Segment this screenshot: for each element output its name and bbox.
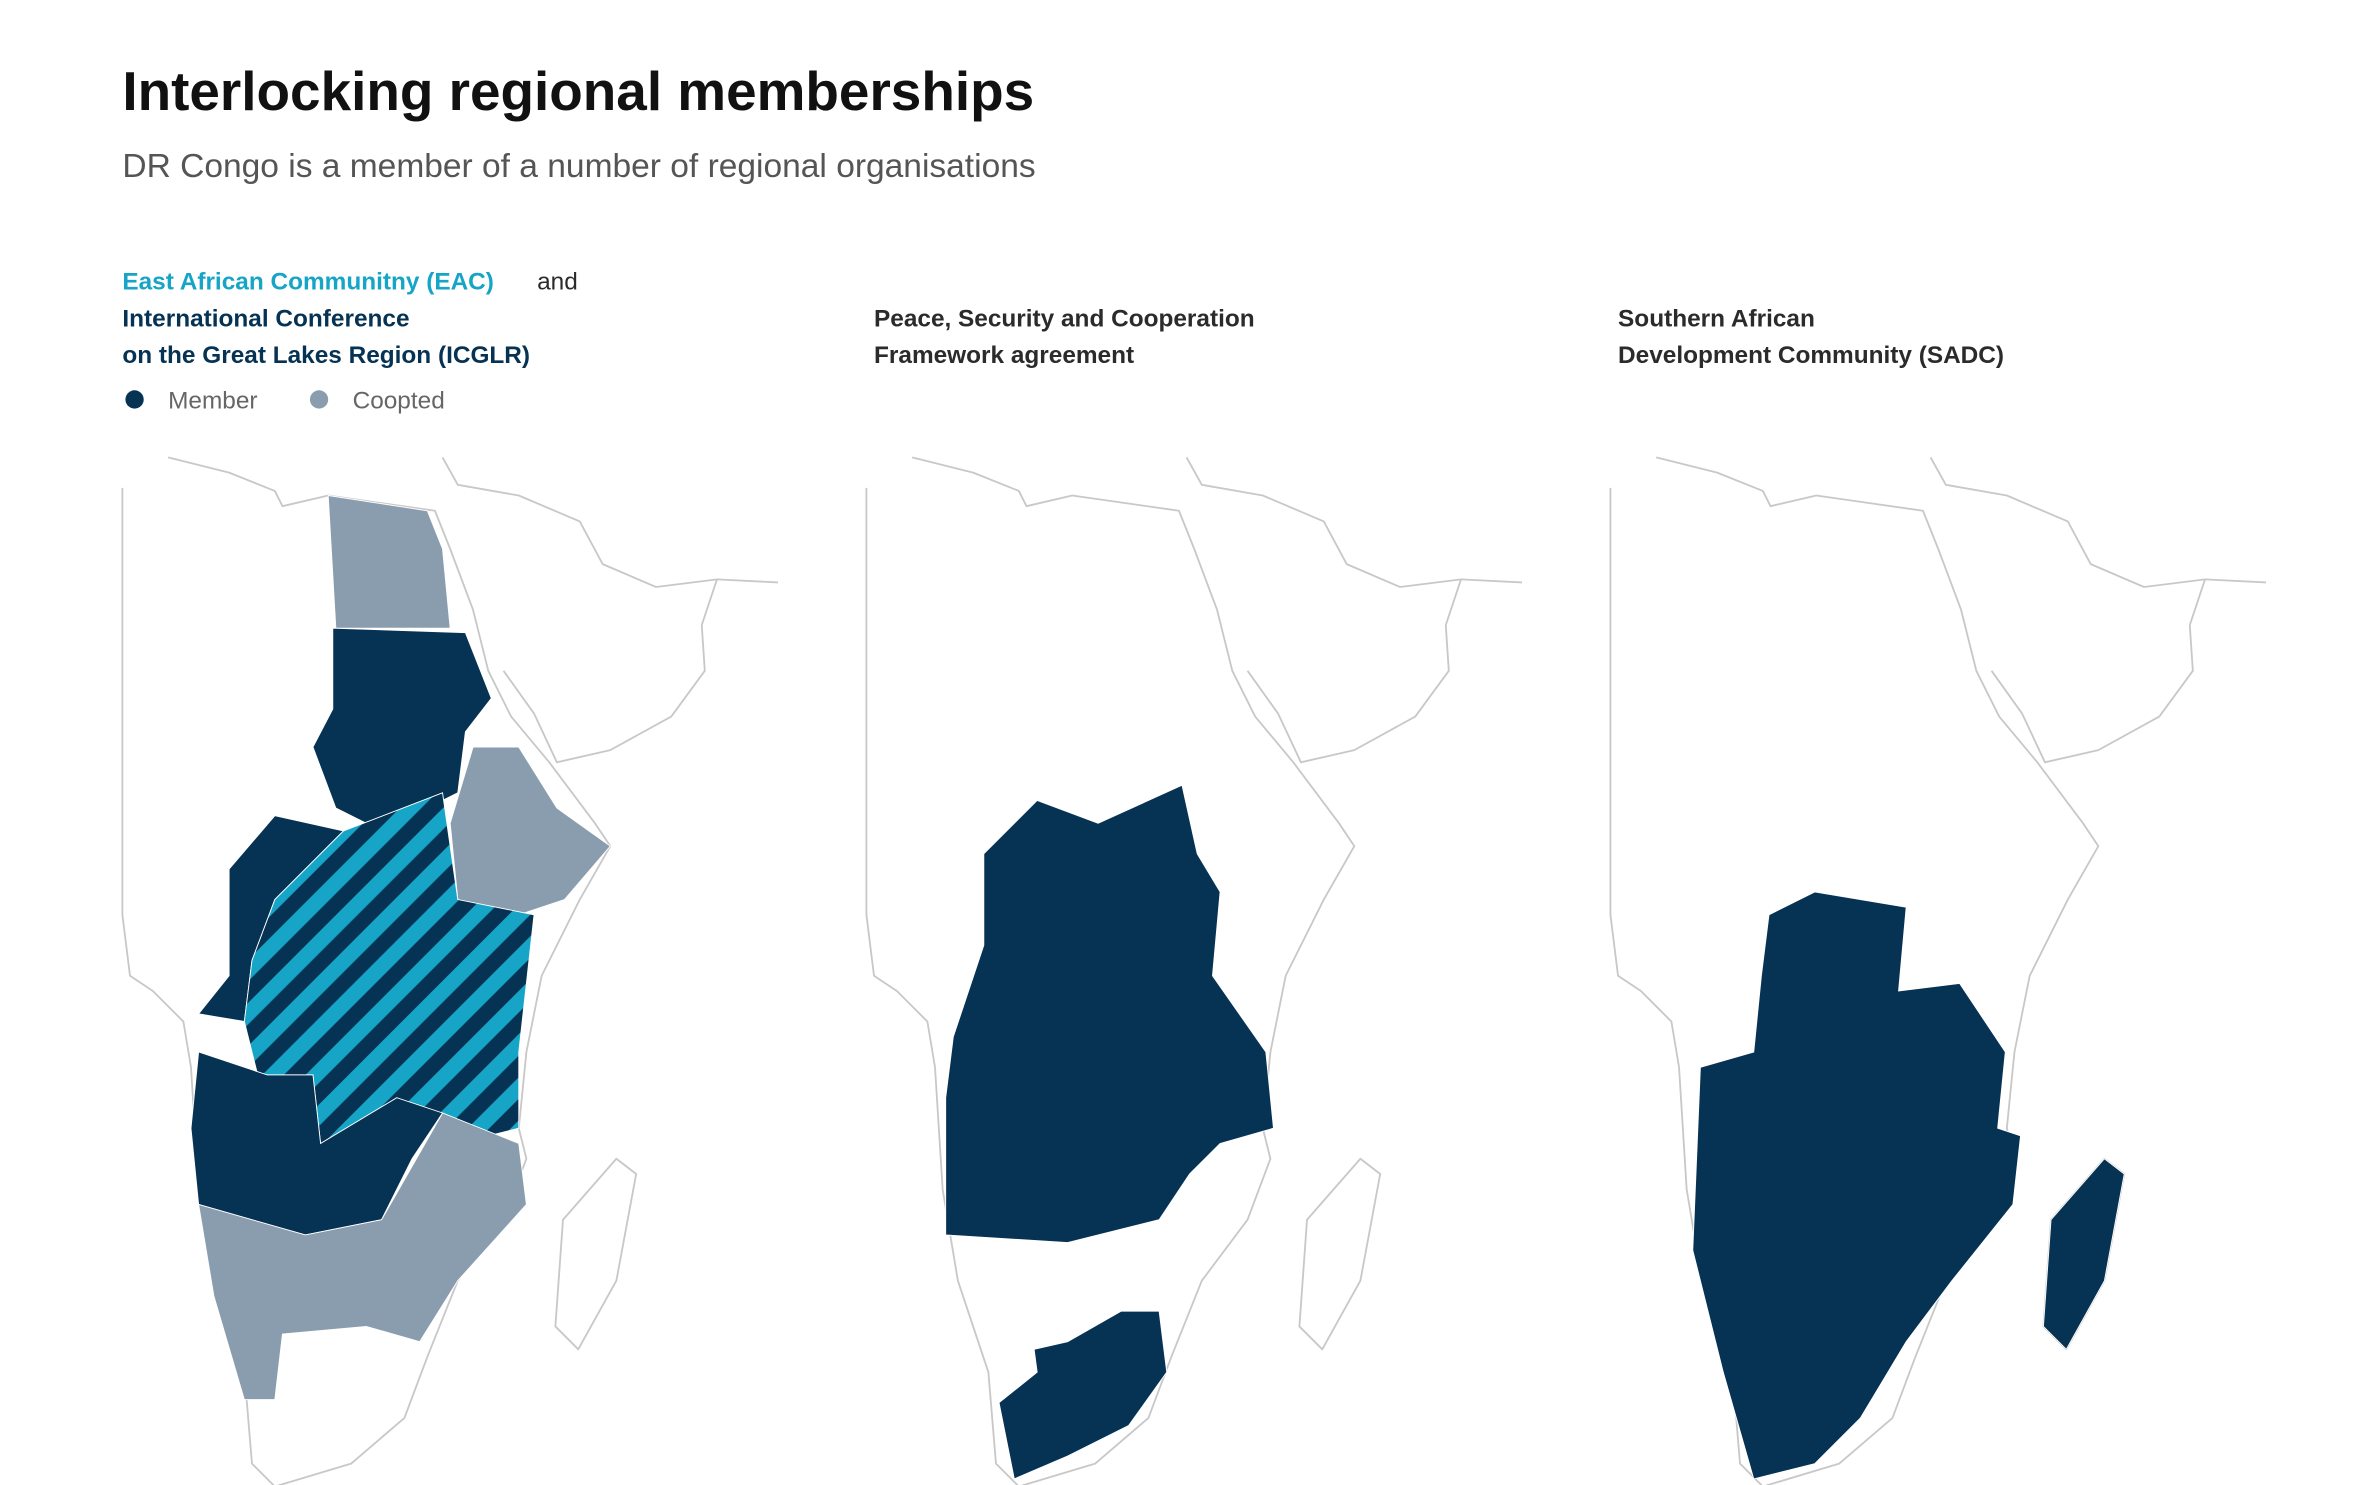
panel-title: on the Great Lakes Region (ICGLR): [122, 342, 530, 369]
panel-title: International Conference: [122, 305, 409, 332]
subtitle: DR Congo is a member of a number of regi…: [122, 148, 1035, 185]
panel-eac-icglr: East African Communitny (EAC) and Intern…: [121, 269, 779, 1485]
legend-label: Member: [168, 388, 257, 415]
panel-title-eac: East African Communitny (EAC): [122, 269, 494, 296]
legend-label: Coopted: [353, 388, 445, 415]
map: [121, 456, 779, 1485]
panel-title-and: and: [537, 269, 578, 296]
panel-title: Development Community (SADC): [1618, 342, 2004, 369]
panel-sadc: Southern African Development Community (…: [1609, 305, 2267, 1485]
panel-pscf: Peace, Security and Cooperation Framewor…: [865, 305, 1523, 1485]
panel-title: Southern African: [1618, 305, 1815, 332]
legend-swatch: [309, 390, 329, 409]
map: [1609, 456, 2267, 1485]
panel-title: Framework agreement: [874, 342, 1134, 369]
panel-title: Peace, Security and Cooperation: [874, 305, 1255, 332]
title: Interlocking regional memberships: [122, 60, 1034, 122]
legend-swatch: [125, 390, 144, 409]
map: [865, 456, 1523, 1485]
